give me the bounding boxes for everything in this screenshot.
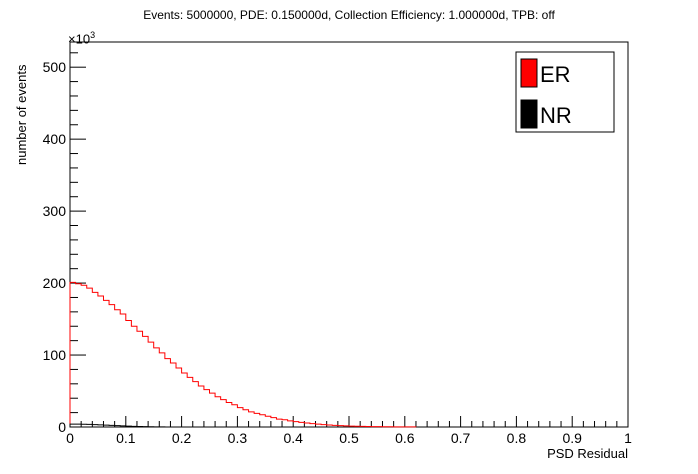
y-tick-label: 200	[43, 275, 67, 291]
y-tick-label: 400	[43, 131, 67, 147]
y-axis-exponent: ×103	[68, 30, 95, 46]
x-tick-label: 0.7	[451, 430, 471, 446]
x-tick-label: 0	[66, 430, 74, 446]
y-tick-label: 300	[43, 203, 67, 219]
x-tick-label: 0.9	[562, 430, 582, 446]
series-er-histogram	[69, 281, 417, 428]
x-tick-label: 1	[624, 430, 632, 446]
x-tick-label: 0.6	[395, 430, 415, 446]
y-exponent-power: 3	[90, 30, 96, 40]
y-axis-label: number of events	[14, 64, 29, 165]
x-tick-label: 0.5	[339, 430, 359, 446]
x-tick-label: 0.2	[172, 430, 192, 446]
x-tick-label: 0.3	[228, 430, 248, 446]
y-tick-label: 500	[43, 59, 67, 75]
y-tick-label: 0	[58, 419, 66, 435]
legend-label-er: ER	[540, 62, 571, 87]
y-tick-label: 100	[43, 347, 67, 363]
legend-swatch-er	[520, 58, 538, 88]
legend-swatch-nr	[520, 99, 538, 129]
x-tick-label: 0.1	[116, 430, 136, 446]
series-nr-histogram	[69, 423, 166, 428]
x-tick-label: 0.4	[283, 430, 303, 446]
y-exponent-base: ×10	[68, 31, 91, 47]
chart-title: Events: 5000000, PDE: 0.150000d, Collect…	[143, 8, 555, 22]
x-axis-label: PSD Residual	[547, 446, 628, 461]
x-tick-label: 0.8	[507, 430, 527, 446]
legend-label-nr: NR	[540, 103, 572, 128]
